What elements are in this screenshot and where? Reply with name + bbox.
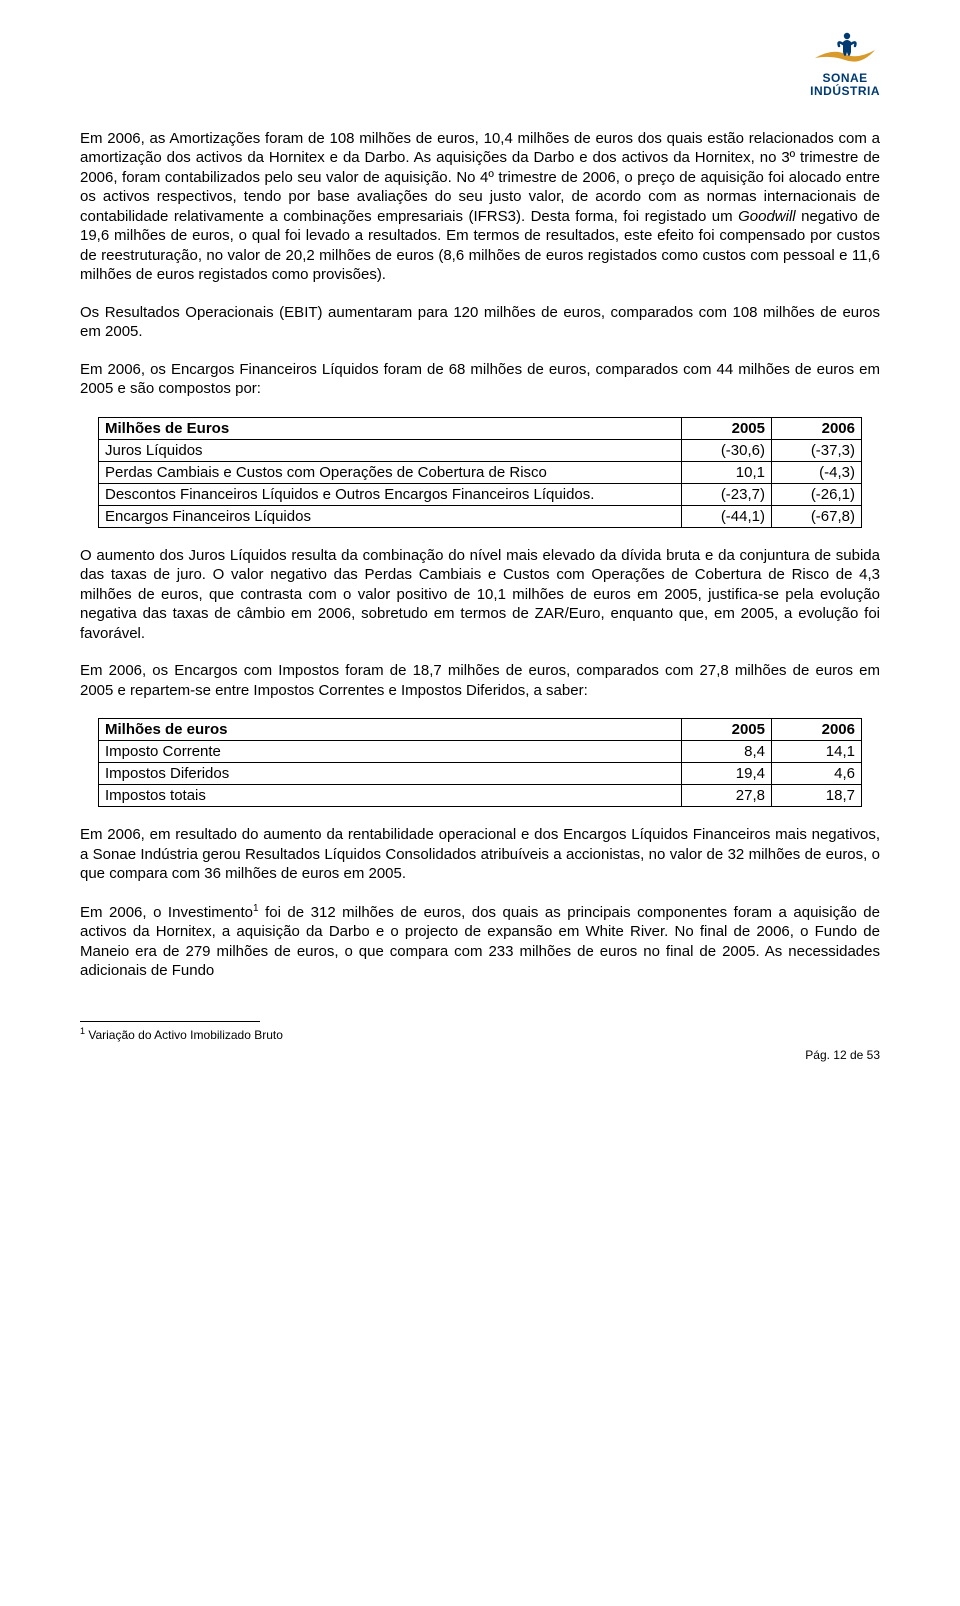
footnote-text: Variação do Activo Imobilizado Bruto [85, 1028, 283, 1042]
table-header-2006: 2006 [772, 719, 862, 741]
cell-value: 10,1 [682, 461, 772, 483]
cell-value: (-23,7) [682, 483, 772, 505]
cell-value: (-44,1) [682, 505, 772, 527]
table-header-2006: 2006 [772, 417, 862, 439]
table-header-2005: 2005 [682, 417, 772, 439]
paragraph-6: Em 2006, em resultado do aumento da rent… [80, 825, 880, 884]
cell-value: 14,1 [772, 741, 862, 763]
table-row: Juros Líquidos (-30,6) (-37,3) [99, 439, 862, 461]
cell-label: Impostos totais [99, 785, 682, 807]
cell-value: 18,7 [772, 785, 862, 807]
table-encargos-financeiros: Milhões de Euros 2005 2006 Juros Líquido… [98, 417, 862, 528]
paragraph-5: Em 2006, os Encargos com Impostos foram … [80, 661, 880, 700]
logo-text-line1: SONAE [810, 72, 880, 85]
table-row: Imposto Corrente 8,4 14,1 [99, 741, 862, 763]
cell-value: (-30,6) [682, 439, 772, 461]
p7-text-a: Em 2006, o Investimento [80, 904, 253, 921]
table-row: Impostos totais 27,8 18,7 [99, 785, 862, 807]
p1-goodwill: Goodwill [738, 208, 796, 225]
cell-label: Imposto Corrente [99, 741, 682, 763]
table-row: Milhões de euros 2005 2006 [99, 719, 862, 741]
cell-value: (-26,1) [772, 483, 862, 505]
paragraph-4: O aumento dos Juros Líquidos resulta da … [80, 546, 880, 644]
paragraph-3: Em 2006, os Encargos Financeiros Líquido… [80, 360, 880, 399]
cell-label: Impostos Diferidos [99, 763, 682, 785]
page-number: Pág. 12 de 53 [80, 1048, 880, 1062]
cell-value: 8,4 [682, 741, 772, 763]
table-row: Descontos Financeiros Líquidos e Outros … [99, 483, 862, 505]
table-header-label: Milhões de Euros [99, 417, 682, 439]
paragraph-7: Em 2006, o Investimento1 foi de 312 milh… [80, 902, 880, 981]
paragraph-1: Em 2006, as Amortizações foram de 108 mi… [80, 129, 880, 285]
footnote-separator [80, 1021, 260, 1022]
table-row: Impostos Diferidos 19,4 4,6 [99, 763, 862, 785]
paragraph-2: Os Resultados Operacionais (EBIT) aument… [80, 303, 880, 342]
cell-label: Perdas Cambiais e Custos com Operações d… [99, 461, 682, 483]
table-row: Perdas Cambiais e Custos com Operações d… [99, 461, 862, 483]
sonae-logo-icon [813, 30, 877, 70]
footnote-1: 1 Variação do Activo Imobilizado Bruto [80, 1026, 880, 1042]
cell-label: Encargos Financeiros Líquidos [99, 505, 682, 527]
table-row: Encargos Financeiros Líquidos (-44,1) (-… [99, 505, 862, 527]
cell-value: 27,8 [682, 785, 772, 807]
cell-value: (-37,3) [772, 439, 862, 461]
sonae-logo: SONAE INDÚSTRIA [810, 30, 880, 97]
header-logo-area: SONAE INDÚSTRIA [80, 30, 880, 99]
cell-value: (-4,3) [772, 461, 862, 483]
table-header-2005: 2005 [682, 719, 772, 741]
cell-label: Juros Líquidos [99, 439, 682, 461]
cell-value: (-67,8) [772, 505, 862, 527]
cell-value: 19,4 [682, 763, 772, 785]
logo-text-line2: INDÚSTRIA [810, 85, 880, 98]
table-row: Milhões de Euros 2005 2006 [99, 417, 862, 439]
cell-value: 4,6 [772, 763, 862, 785]
cell-label: Descontos Financeiros Líquidos e Outros … [99, 483, 682, 505]
table-impostos: Milhões de euros 2005 2006 Imposto Corre… [98, 718, 862, 807]
table-header-label: Milhões de euros [99, 719, 682, 741]
